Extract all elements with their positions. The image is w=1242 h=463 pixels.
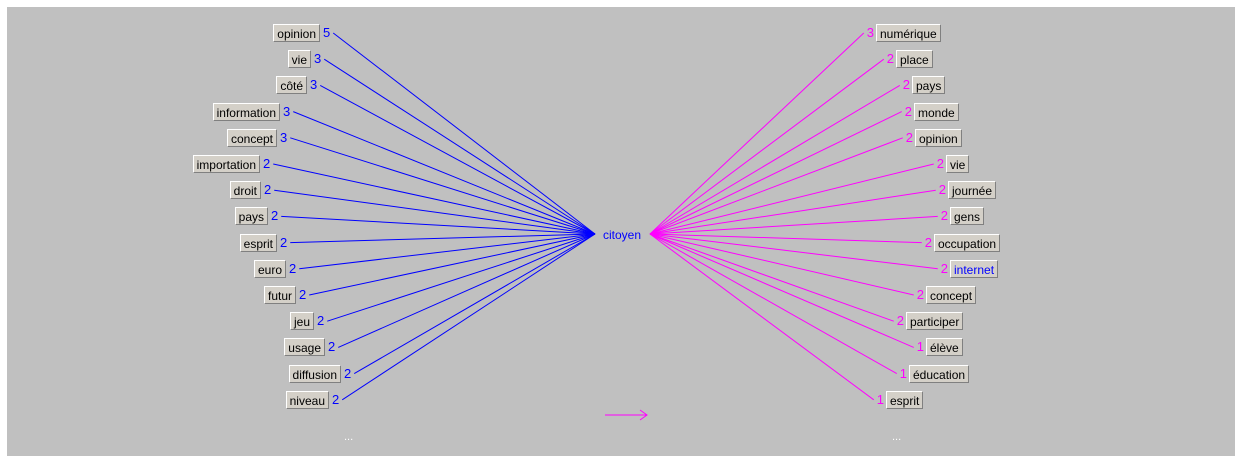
left-edge [338, 233, 596, 348]
left-word-box[interactable]: esprit [239, 233, 277, 252]
left-word-box[interactable]: information [212, 102, 280, 121]
right-word-box[interactable]: concept [926, 286, 977, 304]
right-edge [649, 233, 898, 375]
right-word-count: 2 [924, 234, 932, 250]
right-edge [649, 233, 914, 296]
right-word-count: 2 [896, 313, 904, 329]
left-edge [309, 233, 596, 296]
left-word-count: 3 [314, 51, 322, 67]
left-word-box[interactable]: concept [226, 128, 277, 147]
left-edge [273, 163, 596, 235]
right-edge [649, 233, 875, 401]
left-edge [290, 137, 596, 235]
right-arrow-icon[interactable] [605, 409, 649, 421]
left-word-box[interactable]: opinion [273, 24, 320, 42]
left-word-count: 2 [271, 208, 279, 224]
left-word-box[interactable]: usage [284, 338, 325, 357]
left-word-count: 3 [280, 129, 288, 145]
left-edge [299, 233, 596, 270]
right-word-box[interactable]: monde [914, 102, 959, 121]
left-word-box[interactable]: diffusion [288, 364, 341, 383]
right-word-box[interactable]: élève [926, 338, 963, 357]
left-word-count: 2 [317, 313, 325, 329]
right-edge [649, 233, 938, 270]
left-edge [281, 215, 596, 235]
right-word-count: 2 [902, 77, 910, 93]
right-edge [649, 84, 901, 235]
right-word-box[interactable]: vie [946, 155, 970, 173]
right-word-box[interactable]: numérique [876, 24, 941, 42]
right-word-box[interactable]: opinion [915, 128, 962, 147]
left-word-count: 2 [332, 391, 340, 407]
left-word-count: 2 [289, 260, 297, 276]
left-word-box[interactable]: futur [263, 286, 296, 304]
right-edge [649, 215, 938, 235]
left-word-count: 2 [344, 365, 352, 381]
left-edge [327, 233, 596, 322]
right-word-count: 2 [940, 208, 948, 224]
right-edge [649, 233, 894, 322]
left-word-count: 3 [283, 103, 291, 119]
left-word-count: 5 [323, 25, 331, 40]
left-edge [290, 233, 596, 244]
left-edge [293, 111, 596, 235]
right-word-count: 2 [936, 156, 944, 171]
center-word[interactable]: citoyen [603, 228, 642, 242]
right-edge [649, 163, 934, 235]
left-word-box[interactable]: droit [229, 181, 261, 200]
right-word-count: 2 [940, 260, 948, 276]
right-word-box[interactable]: place [896, 50, 933, 69]
left-edge [341, 233, 596, 401]
left-word-box[interactable]: côté [276, 76, 307, 95]
right-word-count: 3 [866, 25, 874, 40]
left-word-count: 3 [310, 77, 318, 93]
left-edge [274, 189, 596, 235]
edges-layer [273, 32, 938, 401]
right-word-box[interactable]: esprit [886, 390, 924, 409]
right-word-count: 1 [916, 339, 924, 355]
left-word-count: 2 [263, 156, 271, 171]
left-word-box[interactable]: jeu [289, 312, 314, 331]
right-word-count: 2 [916, 287, 924, 302]
left-word-box[interactable]: pays [234, 207, 268, 226]
left-word-count: 2 [299, 287, 307, 302]
left-edge [319, 84, 596, 235]
left-edge [332, 32, 596, 235]
left-word-count: 2 [280, 234, 288, 250]
left-edge [353, 233, 596, 375]
right-edge [649, 58, 885, 235]
right-edge [649, 233, 922, 244]
right-word-count: 2 [905, 129, 913, 145]
left-word-box[interactable]: niveau [285, 390, 329, 409]
right-word-box[interactable]: participer [906, 312, 964, 331]
right-edge [649, 32, 865, 235]
concordance-graph: opinion 5 vie 3 côté 3 information 3 concept 3 imp… [7, 7, 1235, 456]
left-word-box[interactable]: vie [287, 50, 311, 69]
left-word-count: 2 [328, 339, 336, 355]
right-word-count: 1 [899, 365, 907, 381]
right-more-indicator[interactable]: ... [892, 431, 902, 443]
left-word-box[interactable]: euro [253, 259, 286, 278]
right-edge [649, 137, 903, 235]
right-edge [649, 233, 914, 348]
right-word-count: 1 [876, 391, 884, 407]
right-word-box[interactable]: éducation [909, 364, 970, 383]
right-word-box[interactable]: occupation [934, 233, 1001, 252]
left-word-box[interactable]: importation [192, 155, 260, 173]
right-word-count: 2 [904, 103, 912, 119]
right-word-box[interactable]: pays [912, 76, 946, 95]
left-edge [323, 58, 596, 235]
left-word-count: 2 [264, 182, 272, 198]
right-word-box[interactable]: journée [948, 181, 997, 200]
right-edge [649, 111, 902, 235]
right-word-box[interactable]: internet [950, 259, 999, 278]
right-word-count: 2 [886, 51, 894, 67]
left-more-indicator[interactable]: ... [344, 431, 354, 443]
right-word-box[interactable]: gens [950, 207, 985, 226]
right-word-count: 2 [938, 182, 946, 198]
right-edge [649, 189, 936, 235]
